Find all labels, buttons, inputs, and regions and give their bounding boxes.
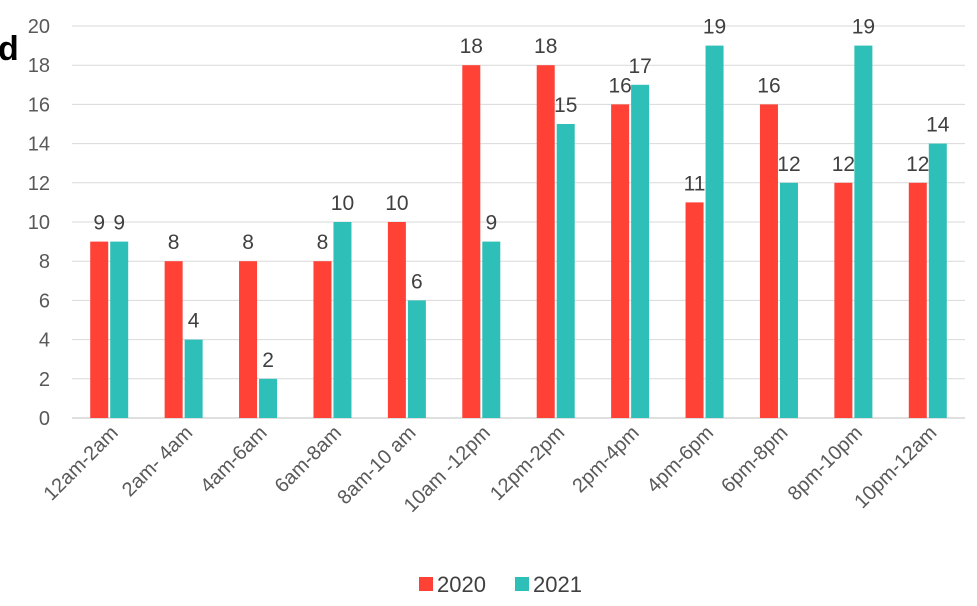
- x-tick-label: 2pm-4pm: [568, 422, 643, 497]
- data-label-2020: 9: [93, 212, 105, 235]
- data-label-2021: 9: [113, 212, 125, 235]
- y-tick-label: 16: [28, 94, 50, 116]
- data-label-2021: 12: [777, 153, 800, 176]
- bar-2020: [759, 104, 778, 419]
- bar-2020: [90, 241, 109, 418]
- bar-2021: [928, 143, 947, 418]
- data-label-2020: 11: [684, 172, 706, 195]
- legend-label-2021: 2021: [533, 572, 582, 597]
- y-tick-label: 10: [28, 212, 50, 234]
- bar-2021: [482, 241, 501, 418]
- data-label-2021: 14: [926, 114, 950, 137]
- bar-2021: [705, 45, 724, 418]
- bar-2021: [184, 339, 203, 418]
- x-tick-label: 4pm-6pm: [643, 422, 718, 497]
- x-tick-label: 12am-2am: [40, 422, 123, 505]
- x-tick-label: 4am-6am: [196, 422, 271, 497]
- y-tick-label: 20: [28, 16, 50, 38]
- y-axis-ticks: 0 2 4 6 8 10 12 14 16 18 20: [28, 16, 50, 430]
- data-label-2020: 10: [385, 192, 408, 215]
- bar-2020: [685, 202, 704, 418]
- data-label-2021: 15: [554, 94, 577, 117]
- bar-2021: [779, 182, 798, 418]
- y-tick-label: 8: [39, 251, 50, 273]
- bar-2021: [259, 378, 278, 418]
- data-label-2020: 12: [832, 153, 855, 176]
- chart-title-fragment: d: [0, 30, 19, 68]
- y-tick-label: 12: [28, 173, 50, 195]
- data-label-2021: 4: [188, 310, 200, 333]
- x-tick-label: 2am- 4am: [118, 422, 197, 501]
- bar-2021: [333, 222, 352, 418]
- y-tick-label: 4: [39, 330, 50, 352]
- y-tick-label: 0: [39, 408, 50, 430]
- data-label-2021: 9: [485, 212, 497, 235]
- data-label-2021: 2: [262, 349, 274, 372]
- bar-2020: [462, 65, 481, 418]
- gridlines: [72, 25, 965, 419]
- data-label-2021: 17: [628, 55, 651, 78]
- bar-2020: [387, 222, 406, 418]
- bar-2020: [834, 182, 853, 418]
- data-label-2021: 19: [852, 16, 875, 39]
- data-label-2020: 18: [460, 35, 483, 58]
- x-tick-label: 6am-8am: [271, 422, 346, 497]
- bar-2020: [908, 182, 927, 418]
- bar-2021: [854, 45, 873, 418]
- bar-2020: [611, 104, 630, 419]
- data-label-2020: 8: [317, 231, 329, 254]
- x-tick-label: 12pm-2pm: [486, 422, 569, 505]
- data-label-2020: 16: [608, 74, 631, 97]
- y-tick-label: 14: [28, 134, 50, 156]
- data-label-2020: 8: [242, 231, 254, 254]
- bars: [90, 45, 947, 419]
- data-label-2020: 8: [168, 231, 180, 254]
- data-label-2020: 16: [757, 74, 780, 97]
- legend: 2020 2021: [419, 572, 582, 597]
- data-label-2020: 18: [534, 35, 557, 58]
- y-tick-label: 2: [39, 369, 50, 391]
- bar-2020: [239, 261, 258, 418]
- bar-2021: [110, 241, 129, 418]
- bar-2021: [556, 124, 575, 418]
- y-tick-label: 6: [39, 290, 50, 312]
- legend-swatch-2020: [419, 577, 433, 591]
- data-label-2021: 19: [703, 16, 726, 39]
- legend-swatch-2021: [515, 577, 529, 591]
- data-label-2021: 10: [331, 192, 354, 215]
- bar-2021: [407, 300, 426, 418]
- x-tick-label: 6pm-8pm: [717, 422, 792, 497]
- legend-label-2020: 2020: [437, 572, 486, 597]
- bar-2021: [631, 84, 650, 419]
- data-label-2020: 12: [906, 153, 929, 176]
- y-tick-label: 18: [28, 55, 50, 77]
- bar-2020: [313, 261, 332, 418]
- bar-2020: [164, 261, 183, 418]
- bar-2020: [536, 65, 555, 418]
- data-label-2021: 6: [411, 270, 423, 293]
